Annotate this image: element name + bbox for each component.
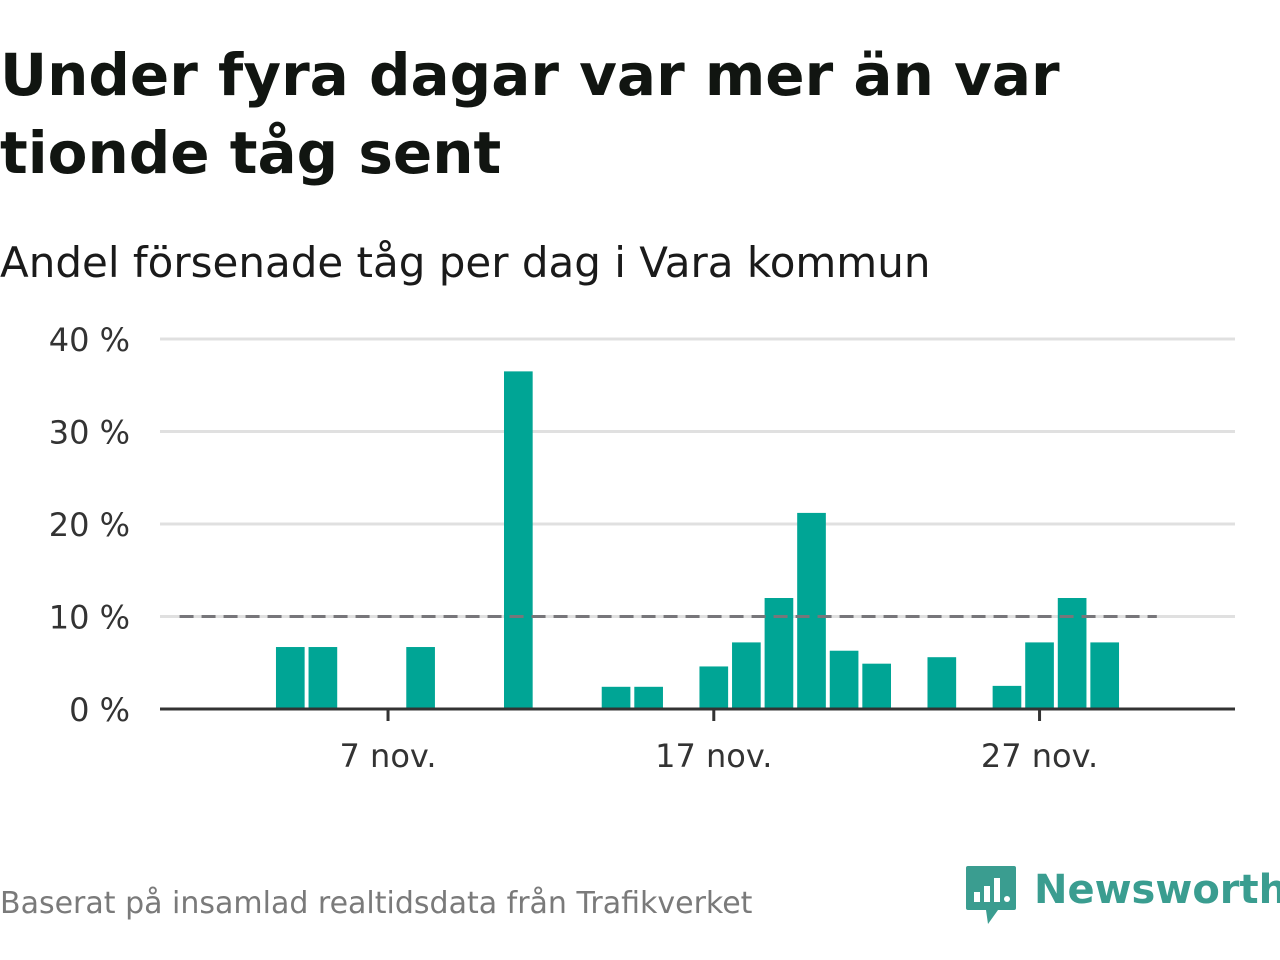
- brand-name: Newsworthy: [1034, 867, 1280, 913]
- bars: [275, 371, 1120, 709]
- bar: [764, 598, 794, 709]
- y-tick-label: 30 %: [49, 414, 130, 452]
- x-tick-label: 7 nov.: [340, 737, 437, 775]
- bar: [504, 371, 533, 709]
- bar: [1090, 642, 1120, 709]
- bar: [927, 657, 957, 709]
- source-note: Baserat på insamlad realtidsdata från Tr…: [0, 886, 753, 921]
- bar: [862, 663, 891, 709]
- newsworthy-logo-icon: [966, 866, 1016, 924]
- bar: [732, 642, 761, 709]
- bar: [992, 685, 1022, 709]
- bar: [308, 647, 338, 709]
- x-axis-tick-labels: 7 nov. 17 nov. 27 nov.: [340, 737, 1099, 775]
- y-axis-tick-labels: 0 % 10 % 20 % 30 % 40 %: [49, 321, 130, 729]
- y-tick-label: 10 %: [49, 599, 130, 637]
- bar: [634, 686, 663, 709]
- bar-chart: 0 % 10 % 20 % 30 % 40 % 7 nov. 17 nov. 27 nov.: [49, 321, 1235, 775]
- bar: [406, 647, 435, 709]
- chart-title: Under fyra dagar var mer än var tionde t…: [0, 41, 1060, 187]
- gridlines: [160, 337, 1235, 618]
- bar: [699, 666, 729, 709]
- chart-subtitle: Andel försenade tåg per dag i Vara kommu…: [0, 238, 931, 287]
- y-tick-label: 40 %: [49, 321, 130, 359]
- x-tick-label: 17 nov.: [655, 737, 772, 775]
- bar: [275, 647, 305, 709]
- bar: [1025, 642, 1054, 709]
- bar: [601, 686, 631, 709]
- x-tick-label: 27 nov.: [981, 737, 1098, 775]
- bar: [797, 512, 826, 709]
- x-axis: [160, 707, 1235, 721]
- y-tick-label: 0 %: [69, 691, 130, 729]
- bar: [1057, 598, 1087, 709]
- y-tick-label: 20 %: [49, 506, 130, 544]
- bar: [829, 650, 859, 709]
